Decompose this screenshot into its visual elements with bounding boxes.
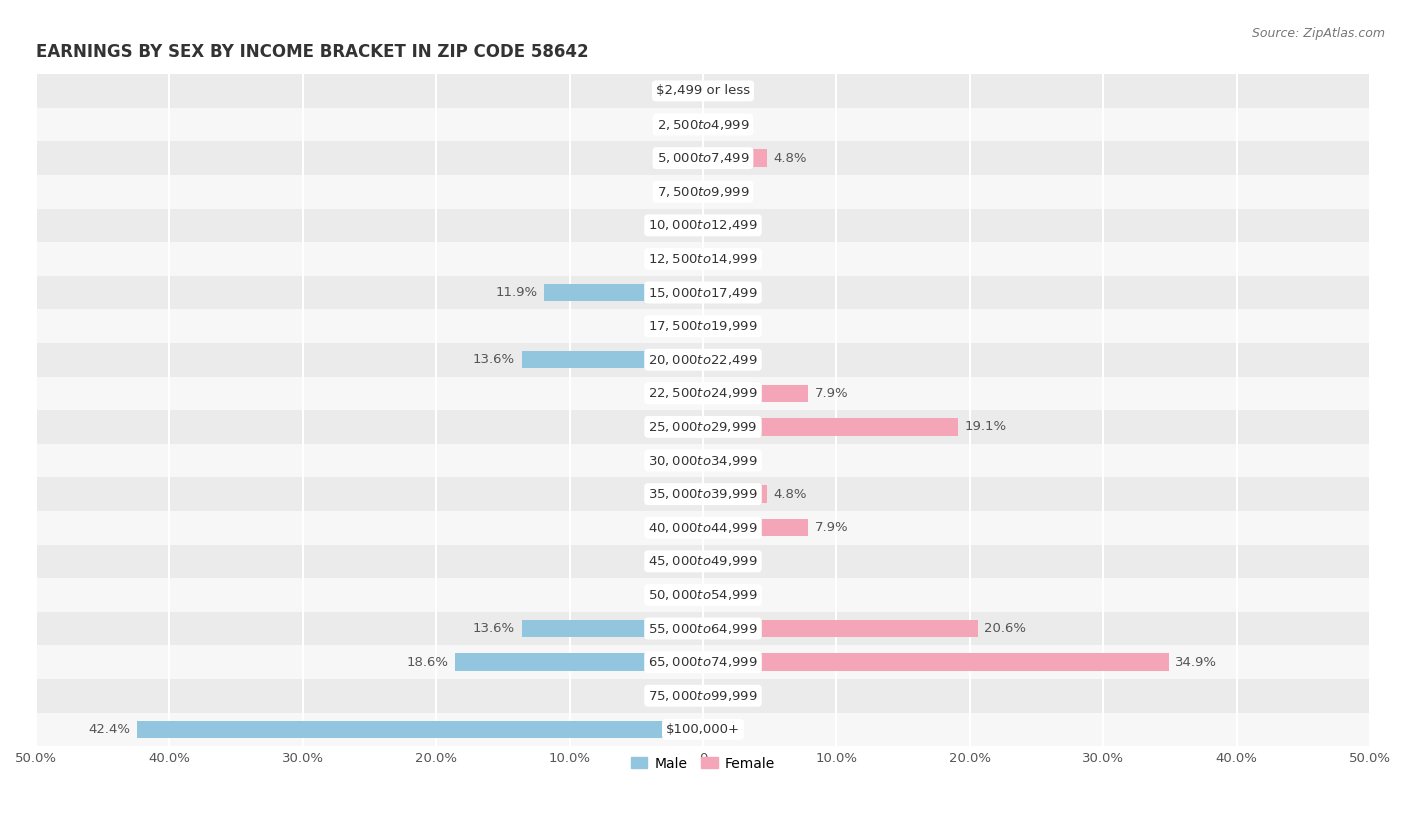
Text: $2,499 or less: $2,499 or less bbox=[657, 85, 749, 98]
Bar bbox=[37, 410, 1369, 444]
Bar bbox=[703, 620, 977, 637]
Text: 42.4%: 42.4% bbox=[89, 723, 131, 736]
Bar bbox=[37, 242, 1369, 276]
Text: 0.0%: 0.0% bbox=[662, 454, 696, 467]
Text: $45,000 to $49,999: $45,000 to $49,999 bbox=[648, 554, 758, 568]
Text: 0.0%: 0.0% bbox=[662, 689, 696, 702]
Text: $100,000+: $100,000+ bbox=[666, 723, 740, 736]
Text: 0.0%: 0.0% bbox=[662, 521, 696, 534]
Text: $5,000 to $7,499: $5,000 to $7,499 bbox=[657, 151, 749, 165]
Text: 0.0%: 0.0% bbox=[662, 420, 696, 433]
Bar bbox=[703, 150, 768, 167]
Text: 0.0%: 0.0% bbox=[710, 554, 744, 567]
Text: $50,000 to $54,999: $50,000 to $54,999 bbox=[648, 588, 758, 602]
Text: 0.0%: 0.0% bbox=[710, 353, 744, 366]
Bar bbox=[37, 444, 1369, 477]
Text: $2,500 to $4,999: $2,500 to $4,999 bbox=[657, 118, 749, 132]
Bar bbox=[37, 646, 1369, 679]
Bar bbox=[703, 418, 957, 436]
Legend: Male, Female: Male, Female bbox=[626, 751, 780, 776]
Text: $40,000 to $44,999: $40,000 to $44,999 bbox=[648, 520, 758, 535]
Bar bbox=[37, 208, 1369, 242]
Text: 13.6%: 13.6% bbox=[472, 622, 515, 635]
Text: 19.1%: 19.1% bbox=[965, 420, 1007, 433]
Bar bbox=[703, 485, 768, 503]
Text: 0.0%: 0.0% bbox=[710, 286, 744, 299]
Bar bbox=[544, 284, 703, 302]
Text: 4.8%: 4.8% bbox=[773, 151, 807, 164]
Bar bbox=[37, 511, 1369, 545]
Bar bbox=[37, 679, 1369, 712]
Text: 0.0%: 0.0% bbox=[662, 387, 696, 400]
Bar bbox=[37, 611, 1369, 646]
Text: 0.0%: 0.0% bbox=[710, 454, 744, 467]
Text: $20,000 to $22,499: $20,000 to $22,499 bbox=[648, 353, 758, 367]
Text: 0.0%: 0.0% bbox=[662, 320, 696, 333]
Text: 0.0%: 0.0% bbox=[662, 118, 696, 131]
Bar bbox=[37, 545, 1369, 578]
Bar bbox=[37, 74, 1369, 107]
Text: EARNINGS BY SEX BY INCOME BRACKET IN ZIP CODE 58642: EARNINGS BY SEX BY INCOME BRACKET IN ZIP… bbox=[37, 43, 589, 62]
Text: 0.0%: 0.0% bbox=[710, 589, 744, 602]
Text: Source: ZipAtlas.com: Source: ZipAtlas.com bbox=[1251, 27, 1385, 40]
Text: 11.9%: 11.9% bbox=[495, 286, 537, 299]
Bar bbox=[703, 519, 808, 537]
Text: $10,000 to $12,499: $10,000 to $12,499 bbox=[648, 219, 758, 233]
Text: $17,500 to $19,999: $17,500 to $19,999 bbox=[648, 320, 758, 333]
Text: 0.0%: 0.0% bbox=[662, 252, 696, 265]
Bar bbox=[138, 720, 703, 738]
Bar bbox=[37, 141, 1369, 175]
Text: 13.6%: 13.6% bbox=[472, 353, 515, 366]
Text: 0.0%: 0.0% bbox=[710, 689, 744, 702]
Text: 0.0%: 0.0% bbox=[662, 151, 696, 164]
Text: 0.0%: 0.0% bbox=[710, 320, 744, 333]
Text: 0.0%: 0.0% bbox=[662, 185, 696, 198]
Text: $15,000 to $17,499: $15,000 to $17,499 bbox=[648, 285, 758, 299]
Bar bbox=[456, 654, 703, 671]
Bar bbox=[37, 276, 1369, 309]
Text: 0.0%: 0.0% bbox=[710, 219, 744, 232]
Text: 0.0%: 0.0% bbox=[710, 85, 744, 98]
Text: $30,000 to $34,999: $30,000 to $34,999 bbox=[648, 454, 758, 467]
Bar bbox=[37, 175, 1369, 208]
Text: 0.0%: 0.0% bbox=[662, 219, 696, 232]
Bar bbox=[703, 385, 808, 402]
Bar bbox=[522, 620, 703, 637]
Text: 4.8%: 4.8% bbox=[773, 488, 807, 501]
Text: 0.0%: 0.0% bbox=[662, 554, 696, 567]
Bar bbox=[37, 107, 1369, 141]
Text: 0.0%: 0.0% bbox=[662, 589, 696, 602]
Text: 20.6%: 20.6% bbox=[984, 622, 1026, 635]
Text: 0.0%: 0.0% bbox=[710, 118, 744, 131]
Text: 0.0%: 0.0% bbox=[710, 723, 744, 736]
Text: 0.0%: 0.0% bbox=[662, 488, 696, 501]
Text: 0.0%: 0.0% bbox=[710, 185, 744, 198]
Text: 0.0%: 0.0% bbox=[710, 252, 744, 265]
Text: 7.9%: 7.9% bbox=[815, 387, 849, 400]
Text: $22,500 to $24,999: $22,500 to $24,999 bbox=[648, 386, 758, 400]
Text: 7.9%: 7.9% bbox=[815, 521, 849, 534]
Text: $25,000 to $29,999: $25,000 to $29,999 bbox=[648, 420, 758, 434]
Bar bbox=[37, 477, 1369, 511]
Text: 0.0%: 0.0% bbox=[662, 85, 696, 98]
Bar bbox=[37, 712, 1369, 746]
Bar bbox=[37, 343, 1369, 376]
Bar bbox=[37, 578, 1369, 611]
Text: 34.9%: 34.9% bbox=[1175, 655, 1218, 668]
Text: $35,000 to $39,999: $35,000 to $39,999 bbox=[648, 487, 758, 501]
Text: $12,500 to $14,999: $12,500 to $14,999 bbox=[648, 252, 758, 266]
Text: $65,000 to $74,999: $65,000 to $74,999 bbox=[648, 655, 758, 669]
Bar bbox=[703, 654, 1168, 671]
Text: $75,000 to $99,999: $75,000 to $99,999 bbox=[648, 689, 758, 702]
Bar bbox=[37, 309, 1369, 343]
Text: $7,500 to $9,999: $7,500 to $9,999 bbox=[657, 185, 749, 198]
Text: $55,000 to $64,999: $55,000 to $64,999 bbox=[648, 621, 758, 636]
Bar bbox=[37, 376, 1369, 410]
Text: 18.6%: 18.6% bbox=[406, 655, 449, 668]
Bar bbox=[522, 351, 703, 368]
